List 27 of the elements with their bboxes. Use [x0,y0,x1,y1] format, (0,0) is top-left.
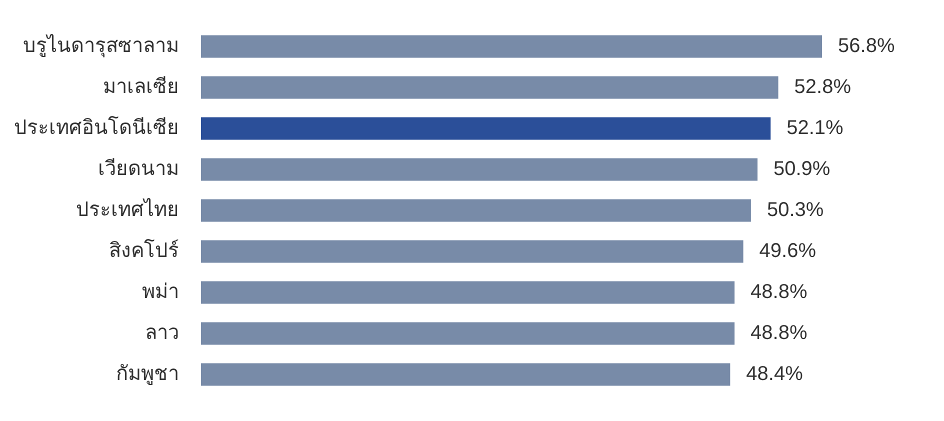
data-label: 50.9% [774,158,830,180]
data-label: 48.8% [750,322,808,344]
y-tick-label: ลาว [145,322,179,344]
y-tick-label: สิงคโปร์ [109,239,179,262]
data-label: 50.3% [766,199,824,222]
bar [201,363,730,386]
data-label: 48.8% [750,281,808,304]
y-tick-label: เวียดนาม [98,158,179,180]
bar [201,322,735,345]
bar [201,199,751,222]
bar [201,76,778,99]
data-label: 48.4% [746,363,804,386]
data-label: 52.8% [794,76,852,98]
y-tick-label: มาเลเซีย [103,76,179,98]
y-tick-label: ประเทศอินโดนีเซีย [14,116,179,140]
y-tick-label: กัมพูชา [116,363,179,386]
y-tick-label: พม่า [142,281,179,304]
y-tick-label: ประเทศไทย [76,198,179,222]
data-label: 49.6% [759,240,816,262]
bar [201,117,771,140]
bar [201,281,735,304]
data-label: 52.1% [786,117,844,140]
bar [201,240,744,263]
data-label: 56.8% [838,35,895,58]
y-tick-label: บรูไนดารุสซาลาม [23,34,179,58]
bar [201,158,758,181]
bar [201,35,822,58]
